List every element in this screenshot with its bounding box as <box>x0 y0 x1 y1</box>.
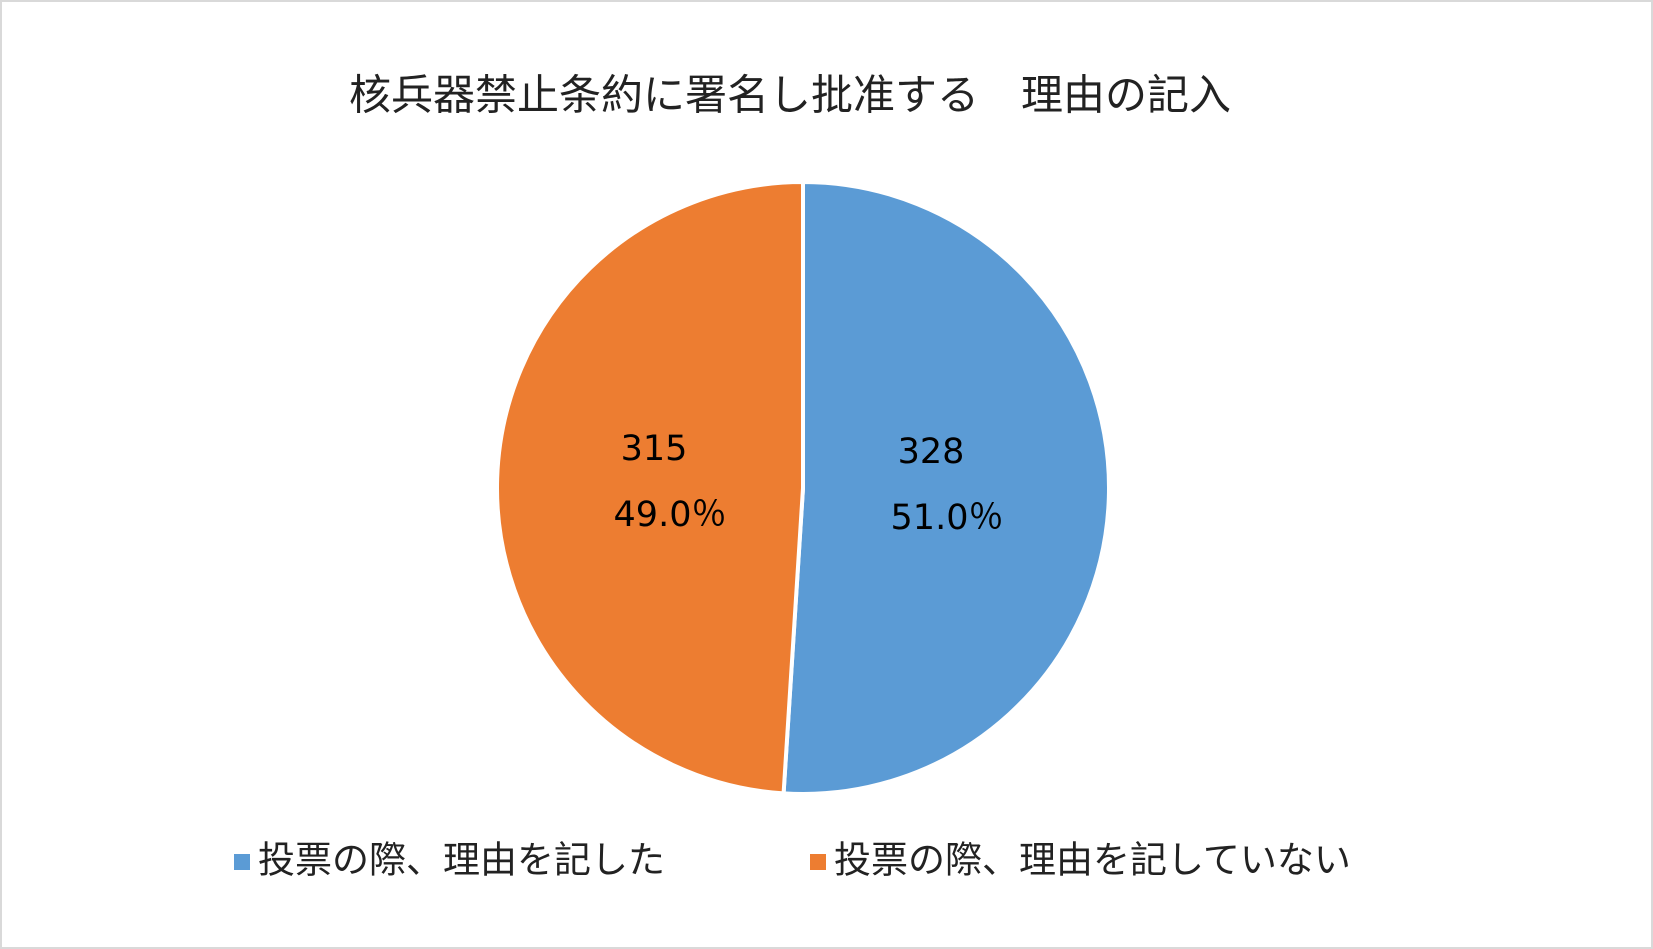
legend-label: 投票の際、理由を記した <box>258 839 665 882</box>
chart-title: 核兵器禁止条約に署名し批准する 理由の記入 <box>349 71 1231 120</box>
legend-label: 投票の際、理由を記していない <box>834 839 1351 882</box>
legend-swatch <box>810 854 826 870</box>
data-label: 315 <box>621 429 688 469</box>
data-label: 328 <box>898 432 965 472</box>
pie-slice <box>495 179 805 796</box>
legend-swatch <box>234 854 250 870</box>
percentage-label: 49.0％ <box>614 495 727 535</box>
percentage-label: 51.0％ <box>891 498 1004 538</box>
pie-slice <box>781 179 1111 796</box>
